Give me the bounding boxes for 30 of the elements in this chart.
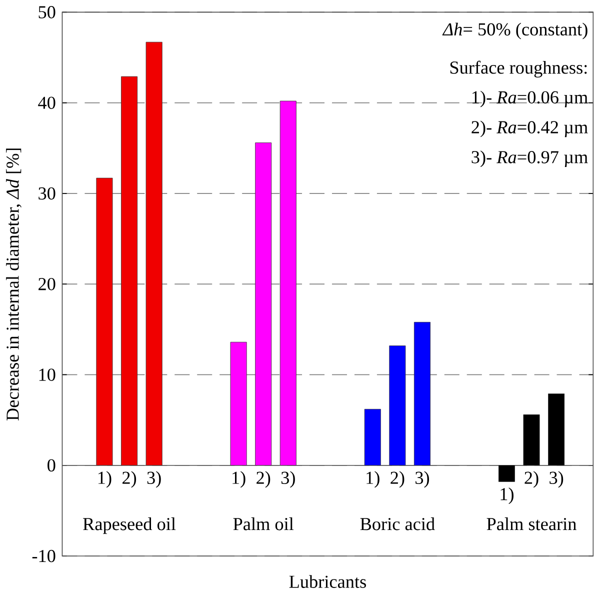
x-axis-title: Lubricants — [290, 575, 366, 588]
x-tick-label: Boric acid — [360, 517, 436, 530]
text: 1) — [500, 488, 514, 504]
y-tick-label: 30 — [38, 187, 56, 200]
y-axis-title: Decrease in internal diameter, Δd [%] — [6, 148, 22, 420]
annotation: Surface roughness: — [450, 60, 587, 78]
text: 1) — [232, 471, 246, 488]
text: 2) — [524, 471, 538, 488]
annotation: Δh= 50% (constant) — [442, 22, 588, 40]
text: 2) — [390, 471, 404, 488]
text: 3) — [550, 471, 564, 488]
y-tick-label: 0 — [48, 459, 56, 472]
annotation: 1)- Ra=0.06 µm — [472, 90, 588, 108]
text: 1) — [366, 471, 380, 488]
x-tick-label: Palm oil — [233, 517, 294, 530]
series-label: 3) — [148, 471, 162, 488]
y-tick-label: 40 — [38, 96, 56, 109]
x-tick-label: Rapeseed oil — [83, 517, 176, 534]
x-tick-label: Palm stearin — [486, 517, 577, 530]
y-tick-label: 50 — [39, 6, 56, 18]
series-label: 2) — [122, 471, 136, 488]
annotation: 3)- Ra=0.97 µm — [472, 150, 588, 168]
annotation: 2)- Ra=0.42 µm — [472, 120, 588, 138]
y-tick-label: 20 — [38, 278, 56, 290]
text: 3) — [282, 471, 296, 488]
y-tick-label: -10 — [32, 550, 56, 562]
series-label: 1) — [98, 471, 112, 488]
y-tick-label: 10 — [40, 368, 56, 381]
text: 2) — [256, 471, 270, 488]
text: 3) — [416, 471, 430, 488]
